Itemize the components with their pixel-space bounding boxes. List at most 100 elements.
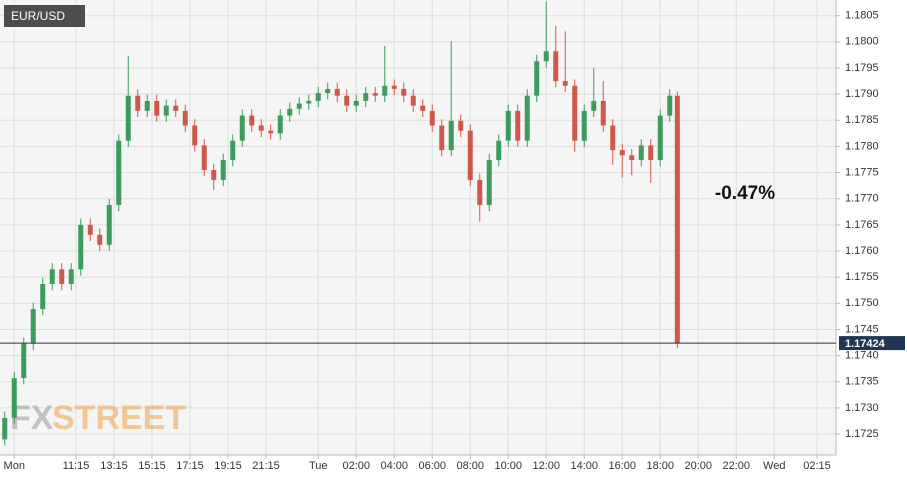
x-tick-label: Mon — [4, 460, 25, 472]
plot-area — [0, 0, 836, 455]
candle-body — [78, 224, 84, 270]
y-tick-label: 1.1800 — [845, 36, 879, 48]
candle-body — [553, 51, 559, 82]
candle-body — [40, 283, 46, 310]
candle-body — [182, 110, 188, 126]
y-tick-label: 1.1740 — [845, 350, 879, 362]
candle-body — [125, 95, 131, 141]
candle-body — [325, 88, 331, 94]
candle-body — [458, 120, 464, 131]
watermark: FX — [10, 399, 54, 437]
candle-body — [135, 95, 141, 111]
candle-body — [239, 115, 245, 141]
candle-body — [87, 224, 93, 235]
candle-body — [2, 417, 8, 440]
y-tick-label: 1.1775 — [845, 166, 879, 178]
candle-body — [600, 100, 606, 126]
y-tick-label: 1.1785 — [845, 114, 879, 126]
candle-body — [30, 309, 36, 344]
y-tick-label: 1.1790 — [845, 88, 879, 100]
x-tick-label: 02:15 — [803, 460, 831, 472]
candle-body — [306, 100, 312, 104]
candle-body — [97, 234, 103, 245]
candle-body — [638, 145, 644, 161]
candle-body — [515, 110, 521, 141]
x-tick-label: 16:00 — [608, 460, 636, 472]
x-tick-label: 15:15 — [138, 460, 166, 472]
candle-body — [287, 108, 293, 116]
candle-body — [334, 88, 340, 96]
x-tick-label: 12:00 — [532, 460, 560, 472]
candle-body — [581, 110, 587, 141]
candle-body — [534, 61, 540, 96]
x-tick-label: 17:15 — [176, 460, 204, 472]
x-tick-label: 10:00 — [494, 460, 522, 472]
candle-body — [477, 179, 483, 206]
x-tick-label: 13:15 — [100, 460, 128, 472]
grid — [0, 0, 836, 455]
y-tick-label: 1.1750 — [845, 297, 879, 309]
last-price-box — [839, 336, 905, 351]
candle-body — [496, 140, 502, 161]
candle-body — [230, 140, 236, 161]
y-tick-label: 1.1730 — [845, 402, 879, 414]
x-tick-label: 19:15 — [214, 460, 242, 472]
candle-body — [486, 160, 492, 206]
candle-body — [211, 169, 217, 180]
candle-body — [258, 125, 264, 131]
candle-body — [448, 120, 454, 151]
candle-body — [163, 105, 169, 116]
x-tick-label: 08:00 — [456, 460, 484, 472]
candle-body — [629, 155, 635, 161]
candle-body — [619, 150, 625, 156]
candle-body — [667, 95, 673, 116]
candle-body — [543, 51, 549, 62]
last-price-label: 1.17424 — [845, 338, 886, 350]
y-tick-label: 1.1795 — [845, 62, 879, 74]
candle-body — [657, 115, 663, 161]
candle-body — [296, 103, 302, 109]
candle-body — [391, 85, 397, 89]
candle-body — [59, 269, 65, 284]
candle-body — [410, 95, 416, 106]
candle-body — [382, 85, 388, 96]
candle-body — [144, 100, 150, 111]
y-tick-label: 1.1760 — [845, 245, 879, 257]
candle-body — [249, 115, 255, 126]
candle-body — [106, 205, 112, 245]
candle-body — [277, 115, 283, 134]
candle-body — [353, 100, 359, 106]
x-tick-label: 18:00 — [646, 460, 674, 472]
x-tick-label: 02:00 — [342, 460, 370, 472]
y-tick-label: 1.1725 — [845, 428, 879, 440]
candle-body — [467, 130, 473, 180]
candle-body — [610, 125, 616, 151]
candle-body — [11, 378, 17, 418]
candle-body — [591, 100, 597, 111]
candles — [2, 1, 680, 446]
x-tick-label: 04:00 — [380, 460, 408, 472]
candle-body — [21, 343, 27, 379]
x-tick-label: Tue — [309, 460, 328, 472]
x-tick-label: 11:15 — [63, 460, 90, 472]
candle-body — [192, 125, 198, 146]
x-tick-label: 20:00 — [684, 460, 712, 472]
y-tick-label: 1.1780 — [845, 140, 879, 152]
watermark: STREET — [52, 399, 186, 437]
candle-body — [429, 110, 435, 126]
candle-body — [344, 95, 350, 106]
candle-body — [439, 125, 445, 151]
candle-body — [572, 85, 578, 141]
candle-body — [154, 100, 160, 116]
candle-body — [648, 145, 654, 161]
candle-body — [49, 269, 55, 284]
x-tick-label: 22:00 — [722, 460, 750, 472]
title-box — [4, 5, 85, 27]
candle-body — [505, 110, 511, 141]
candle-body — [674, 95, 680, 344]
x-tick-label: 06:00 — [418, 460, 446, 472]
candle-body — [116, 140, 122, 206]
y-tick-label: 1.1770 — [845, 193, 879, 205]
candle-body — [315, 93, 321, 101]
